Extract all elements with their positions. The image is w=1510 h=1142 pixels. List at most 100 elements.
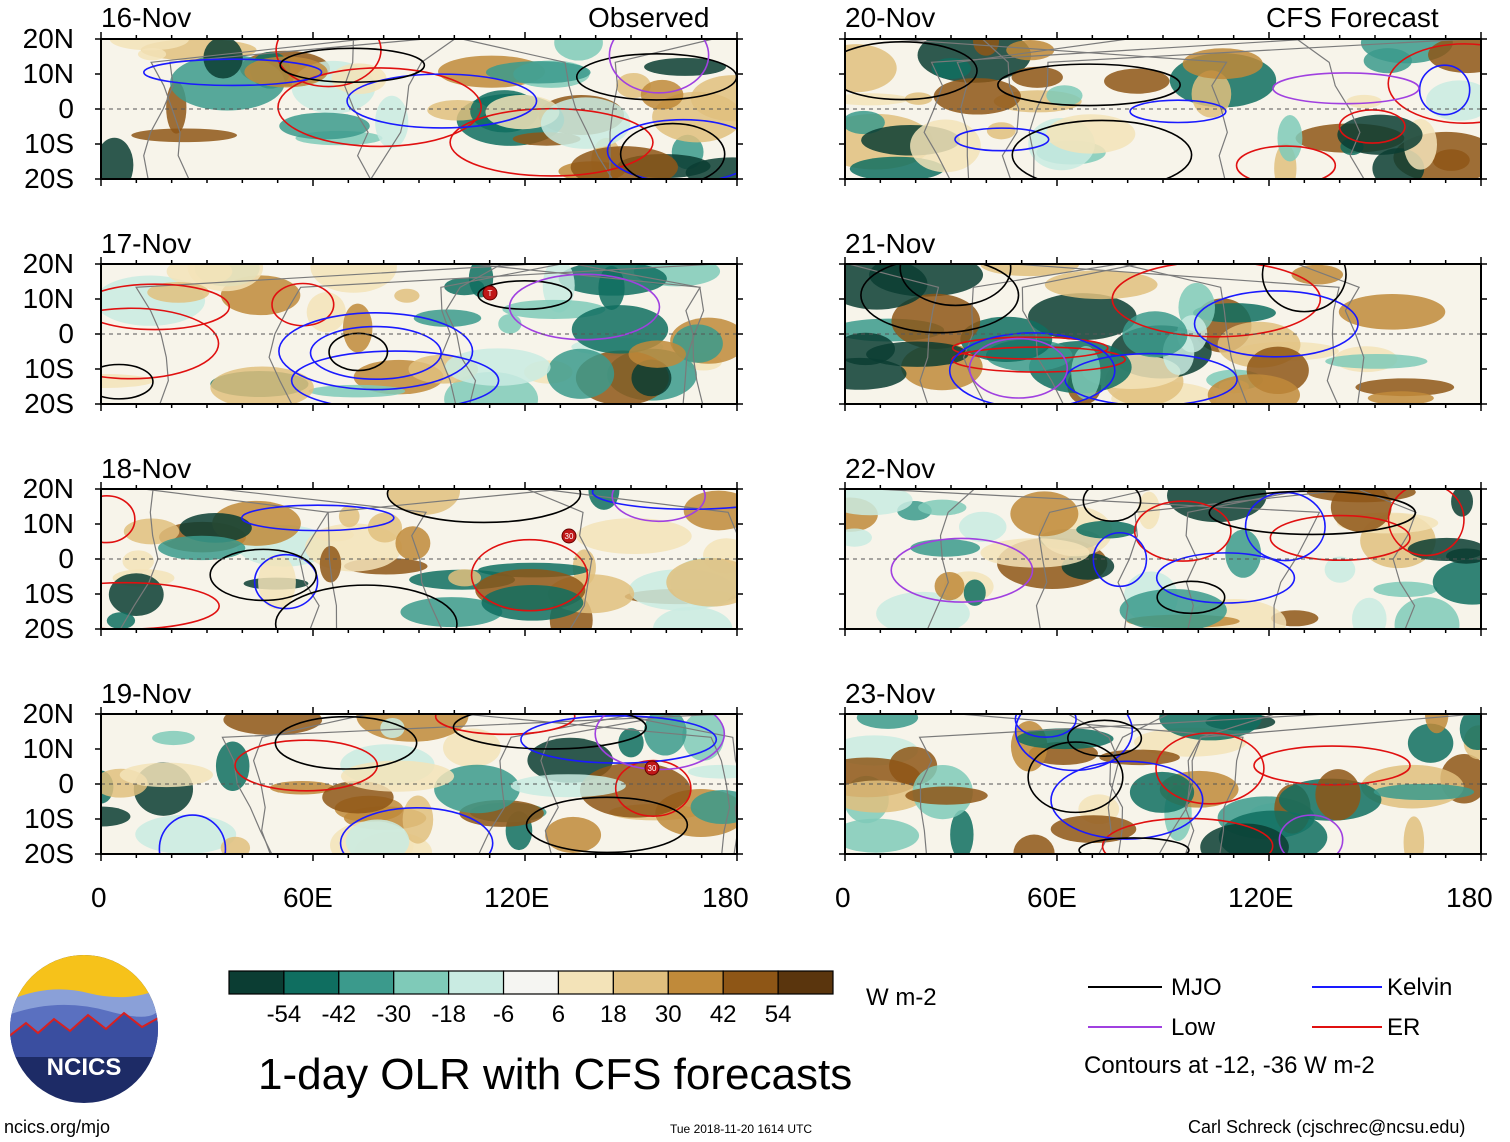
wave-contour [209,548,318,602]
lon-tick-label: 120E [484,882,550,913]
wave-contour [1101,817,1274,854]
olr-anomaly-blob [1330,489,1392,532]
olr-anomaly-blob [576,518,692,555]
lat-tick-label: 20S [24,388,74,419]
olr-anomaly-blob [856,714,919,729]
lat-tick-label: 10S [24,353,74,384]
coastline [150,39,365,179]
colorbar-swatch [338,970,395,995]
date-label: 19-Nov [101,678,192,709]
olr-anomaly-blob [279,112,370,140]
wave-contour [508,273,661,341]
olr-anomaly-blob [845,818,920,853]
olr-anomaly-blob [1122,311,1188,358]
olr-anomaly-blob [444,278,485,296]
olr-anomaly-blob [122,550,154,573]
wave-contour [328,332,389,372]
olr-anomaly-blob [1028,293,1137,341]
wave-contour [1133,500,1232,562]
olr-anomaly-blob [485,61,591,84]
lon-tick-label: 60E [283,882,333,913]
colorbar-swatch [777,970,834,995]
coastline [1035,489,1153,629]
olr-anomaly-blob [448,569,482,587]
olr-anomaly-blob [1046,85,1083,107]
lat-tick-label: 20N [22,23,74,54]
olr-anomaly-blob [640,79,684,110]
olr-anomaly-blob [1119,589,1227,629]
olr-anomaly-blob [400,597,503,628]
olr-anomaly-blob [101,806,131,827]
wave-contour [1387,489,1465,557]
wave-contour [1269,514,1411,562]
olr-anomaly-blob [1425,714,1449,734]
lat-tick-label: 10S [24,803,74,834]
logo-text: NCICS [47,1054,122,1081]
wave-contour [1272,72,1420,105]
wave-contour [434,714,576,736]
olr-anomaly-blob [152,730,195,746]
olr-anomaly-blob [340,760,455,792]
lat-tick-label: 10N [22,733,74,764]
colorbar-swatch [612,970,669,995]
legend-er: ER [1387,1014,1421,1041]
coastline [609,39,714,179]
olr-anomaly-blob [866,341,969,367]
wave-contour [234,739,379,792]
coastline [540,714,677,854]
olr-anomaly-blob [1104,68,1170,94]
wave-contour [997,63,1181,107]
olr-anomaly-blob [158,535,246,561]
legend-note: Contours at -12, -36 W m-2 [1084,1052,1375,1079]
wave-contour [1027,741,1124,814]
wave-contour [948,332,1116,404]
olr-anomaly-blob [540,97,631,149]
wave-contour [346,73,538,129]
olr-anomaly-blob [380,717,405,739]
olr-anomaly-blob [1182,48,1263,80]
olr-anomaly-blob [1325,353,1428,369]
olr-anomaly-blob [546,348,615,399]
wave-contour [1193,290,1359,358]
olr-anomaly-blob [910,539,981,557]
olr-anomaly-blob [166,264,233,286]
coastline [298,489,564,629]
colorbar-swatch [557,970,614,995]
wave-contour [1156,580,1226,615]
wave-contour [477,279,573,311]
wave-contour [290,350,500,404]
olr-anomaly-blob [910,119,981,173]
olr-anomaly-blob [1459,714,1481,751]
wave-contour [253,553,319,610]
colorbar-swatch [283,970,340,995]
date-label: 16-Nov [101,2,192,33]
olr-anomaly-blob [986,122,1016,140]
forecast-label: CFS Forecast [1266,2,1439,33]
olr-anomaly-blob [845,528,872,547]
lon-tick-label: 0 [835,882,851,913]
olr-anomaly-blob [223,714,323,736]
map-panel [95,32,743,186]
coastline [540,489,737,536]
olr-anomaly-blob [618,728,644,758]
olr-anomaly-blob [314,528,354,542]
map-panel [839,707,1487,861]
olr-anomaly-blob [845,489,913,516]
wave-contour [1111,264,1322,338]
lon-tick-label: 60E [1027,882,1077,913]
colorbar-swatch [393,970,450,995]
olr-anomaly-blob [123,518,180,545]
wave-contour [279,47,426,83]
colorbar-tick-label: -18 [431,1001,466,1028]
wave-contour [470,538,589,612]
coastline [268,264,717,404]
olr-anomaly-blob [1200,823,1289,854]
figure-title: 1-day OLR with CFS forecasts [258,1050,853,1099]
colorbar-tick-label: -42 [321,1001,356,1028]
olr-anomaly-blob [845,264,928,310]
colorbar-units: W m-2 [866,984,937,1011]
wave-contour [101,363,154,400]
wave-contour [101,283,231,331]
lat-tick-label: 0 [58,543,74,574]
wave-contour [1129,99,1227,124]
